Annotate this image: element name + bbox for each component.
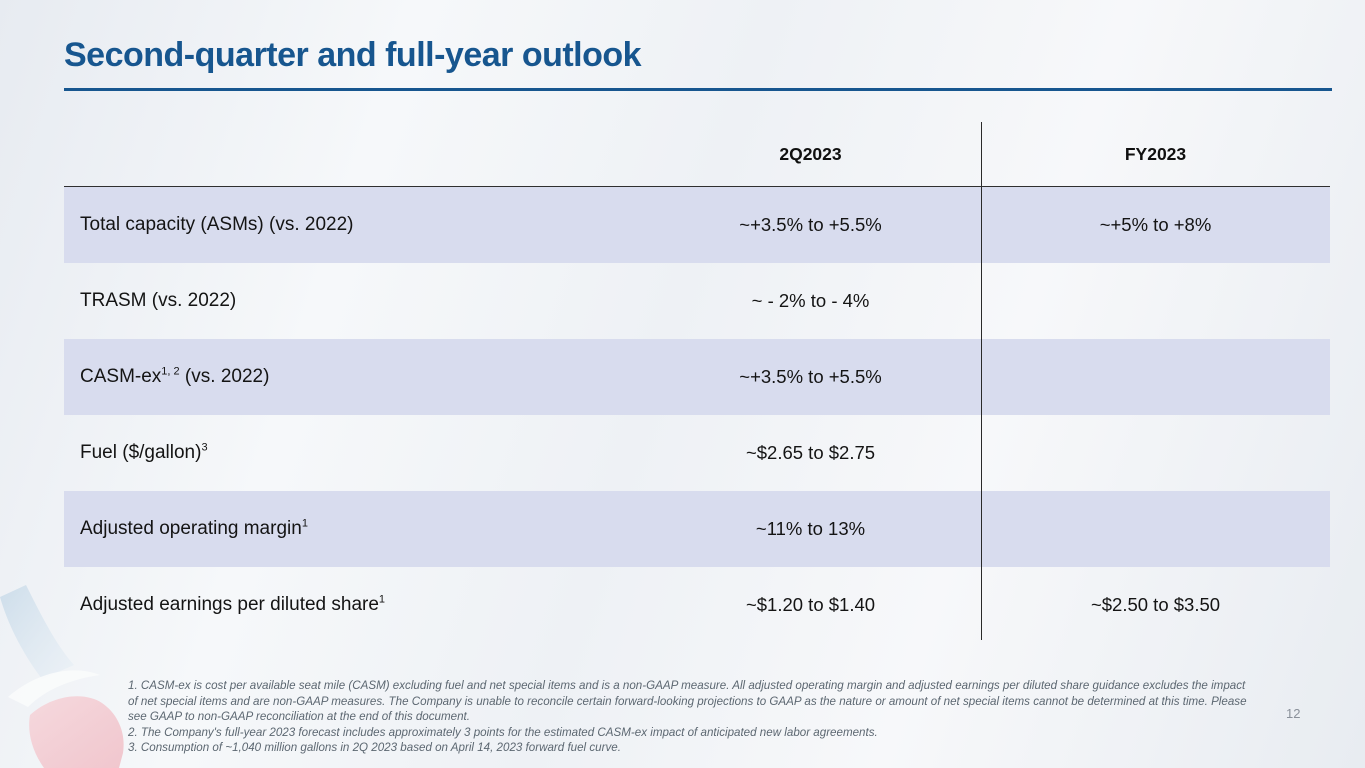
airline-logo-watermark (0, 583, 150, 768)
row-label-superscript: 1, 2 (161, 365, 180, 378)
row-label-text: Total capacity (ASMs) (vs. 2022) (80, 214, 354, 235)
footnote-1: 1. CASM-ex is cost per available seat mi… (128, 679, 1247, 724)
row-2q-value: ~$1.20 to $1.40 (745, 594, 876, 615)
footnotes: 1. CASM-ex is cost per available seat mi… (128, 678, 1258, 756)
row-label-superscript: 1 (301, 517, 308, 530)
row-label-text: Adjusted earnings per diluted share (80, 594, 379, 615)
row-label-text: Fuel ($/gallon) (80, 442, 202, 463)
row-label: Adjusted earnings per diluted share1 (64, 594, 640, 616)
footnote-3: 3. Consumption of ~1,040 million gallons… (128, 741, 621, 755)
row-label-superscript: 3 (201, 441, 208, 454)
header-rule (64, 186, 1330, 187)
table-row-adjusted-operating-margin: Adjusted operating margin1 ~11% to 13% (64, 491, 1330, 567)
row-fy-value: ~$2.50 to $3.50 (1090, 594, 1221, 615)
row-label-text: Adjusted operating margin (80, 518, 302, 539)
table-row-casm-ex: CASM-ex1, 2 (vs. 2022) ~+3.5% to +5.5% (64, 339, 1330, 415)
row-2q-value: ~$2.65 to $2.75 (745, 442, 876, 463)
row-label: TRASM (vs. 2022) (64, 290, 640, 312)
table-row-fuel: Fuel ($/gallon)3 ~$2.65 to $2.75 (64, 415, 1330, 491)
row-label: Fuel ($/gallon)3 (64, 442, 640, 464)
page-title: Second-quarter and full-year outlook (64, 36, 642, 74)
column-divider (981, 122, 982, 640)
row-2q-value: ~ - 2% to - 4% (751, 290, 870, 311)
footnote-2: 2. The Company's full-year 2023 forecast… (128, 725, 878, 739)
row-label-text: TRASM (vs. 2022) (80, 290, 237, 311)
column-header-2q2023: 2Q2023 (779, 144, 842, 164)
row-label: CASM-ex1, 2 (vs. 2022) (64, 366, 640, 388)
row-label: Total capacity (ASMs) (vs. 2022) (64, 214, 640, 236)
table-row-total-capacity: Total capacity (ASMs) (vs. 2022) ~+3.5% … (64, 187, 1330, 263)
table-row-adjusted-eps: Adjusted earnings per diluted share1 ~$1… (64, 567, 1330, 643)
title-underline (64, 88, 1332, 91)
table-row-trasm: TRASM (vs. 2022) ~ - 2% to - 4% (64, 263, 1330, 339)
row-label: Adjusted operating margin1 (64, 518, 640, 540)
row-label-suffix: (vs. 2022) (179, 366, 270, 387)
table-header-row: 2Q2023 FY2023 (64, 122, 1330, 187)
row-2q-value: ~+3.5% to +5.5% (739, 366, 882, 387)
row-label-superscript: 1 (378, 593, 386, 606)
column-header-fy2023: FY2023 (1124, 144, 1187, 164)
row-2q-value: ~11% to 13% (755, 518, 866, 539)
row-label-text: CASM-ex (80, 366, 162, 387)
row-fy-value: ~+5% to +8% (1099, 214, 1212, 235)
row-2q-value: ~+3.5% to +5.5% (739, 214, 882, 235)
flight-symbol-icon (0, 585, 124, 768)
outlook-table: 2Q2023 FY2023 Total capacity (ASMs) (vs.… (64, 122, 1330, 643)
page-number: 12 (1286, 706, 1301, 721)
